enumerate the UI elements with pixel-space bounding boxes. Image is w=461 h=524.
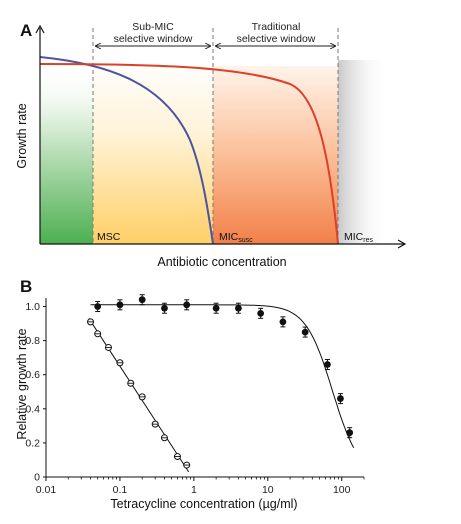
panel-a-x-label: Antibiotic concentration [157, 255, 286, 269]
panel-a: A Sub-MIC selective window Traditional s… [15, 21, 407, 269]
mic-res-main: MIC [344, 231, 364, 243]
y-tick-label: 1.0 [25, 301, 40, 313]
data-point-filled [116, 301, 124, 309]
panel-a-letter: A [20, 21, 32, 40]
panel-a-x-arrowhead [397, 239, 407, 249]
msc-zone-green [40, 64, 93, 244]
panel-b-letter: B [20, 277, 32, 296]
panel-b-x-label: Tetracycline concentration (µg/ml) [110, 497, 297, 511]
data-point-filled [257, 309, 265, 317]
panel-a-y-label: Growth rate [15, 103, 29, 168]
data-point-filled [234, 304, 242, 312]
y-tick-label: 0.8 [25, 335, 40, 347]
sub-mic-window-label-1: Sub-MIC [132, 21, 174, 33]
susceptible-curve [39, 56, 214, 245]
y-tick-label: 0.6 [25, 369, 40, 381]
mic-susc-main: MIC [219, 231, 239, 243]
panel-b-y-label: Relative growth rate [15, 328, 29, 439]
y-tick-label: 0.4 [25, 403, 40, 415]
data-point-filled [161, 304, 168, 312]
mic-susc-sub: susc [238, 237, 253, 244]
x-tick-label: 10 [262, 484, 274, 496]
resistant-zone-grey [338, 60, 388, 244]
y-tick-label: 0.2 [25, 437, 40, 449]
data-point-filled [324, 361, 331, 368]
data-point-filled [346, 429, 354, 437]
traditional-zone [213, 66, 338, 244]
data-point-filled [212, 304, 220, 312]
x-tick-label: 0.1 [113, 484, 128, 496]
mic-res-label: MICres [344, 231, 373, 244]
sub-mic-window-label-2: selective window [114, 33, 193, 45]
data-point-filled [301, 328, 309, 336]
resistant-curve [39, 63, 339, 245]
x-tick-label: 0.01 [36, 484, 57, 496]
traditional-window-label-2: selective window [237, 33, 316, 45]
sub-mic-zone [93, 60, 213, 244]
panel-b-plot: 0 0.2 0.4 0.6 0.8 1.0 0.01 0.1 1 10 100 [25, 294, 365, 496]
x-tick-label: 100 [333, 484, 351, 496]
msc-label: MSC [97, 231, 121, 243]
fit-line-open [88, 318, 190, 473]
fit-curve-filled [90, 304, 355, 448]
panel-b: B 0 0.2 0.4 0.6 0.8 1.0 0.01 0.1 1 10 100 Tetracyc… [15, 277, 365, 511]
data-point-filled [94, 303, 102, 310]
data-point-filled [279, 318, 287, 326]
y-tick-label: 0 [34, 472, 40, 484]
data-point-filled [138, 296, 146, 304]
mic-res-sub: res [363, 237, 373, 244]
panel-a-y-arrowhead [35, 24, 45, 34]
data-point-filled [337, 395, 344, 402]
data-point-filled [183, 301, 191, 309]
traditional-window-label-1: Traditional [252, 21, 301, 33]
mic-susc-label: MICsusc [219, 231, 253, 244]
x-tick-label: 1 [191, 484, 197, 496]
